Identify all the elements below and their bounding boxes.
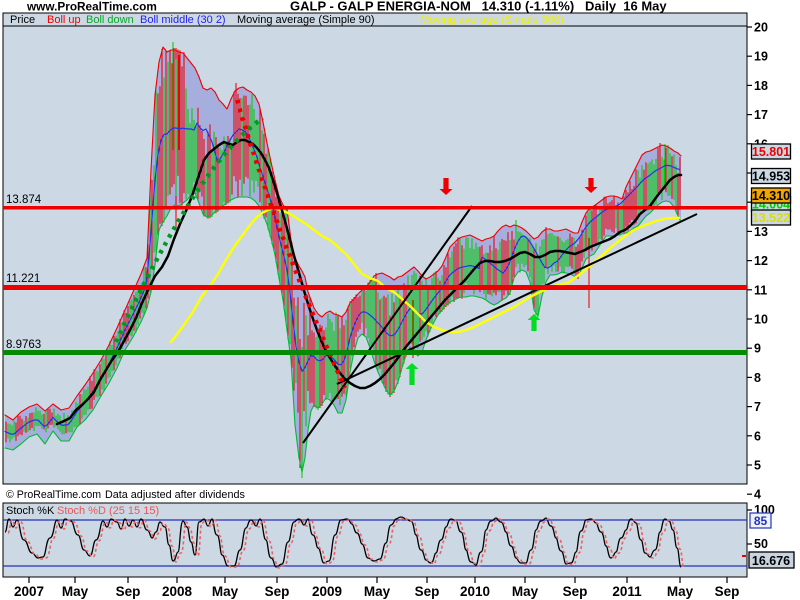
svg-text:May: May [512,584,539,599]
svg-text:Sep: Sep [715,584,740,599]
svg-text:4: 4 [754,488,761,502]
svg-text:16.676: 16.676 [752,554,790,568]
svg-text:8.9763: 8.9763 [6,339,41,351]
svg-text:18: 18 [754,79,768,93]
svg-text:May: May [212,584,239,599]
svg-text:14.953: 14.953 [752,170,790,184]
svg-text:11: 11 [754,283,767,297]
svg-text:2007: 2007 [14,584,44,599]
svg-text:2010: 2010 [460,584,490,599]
svg-text:20: 20 [754,21,768,35]
svg-text:7: 7 [754,400,761,414]
svg-text:8: 8 [754,371,761,385]
svg-text:Moving average (Simple 300): Moving average (Simple 300) [420,14,564,26]
svg-text:GALP - GALP ENERGIA-NOM 14.3: GALP - GALP ENERGIA-NOM 14.310 (-1.11%) … [290,0,667,14]
svg-text:May: May [62,584,89,599]
svg-text:13.874: 13.874 [6,194,42,206]
svg-text:2011: 2011 [612,584,642,599]
svg-text:Boll down: Boll down [86,14,134,26]
svg-text:Sep: Sep [116,584,141,599]
svg-text:9: 9 [754,342,761,356]
svg-text:13: 13 [754,225,768,239]
svg-text:Boll middle (30 2): Boll middle (30 2) [140,14,226,26]
svg-text:May: May [364,584,391,599]
svg-text:www.ProRealTime.com: www.ProRealTime.com [26,0,157,14]
svg-text:2008: 2008 [162,584,193,599]
svg-text:© ProRealTime.com: © ProRealTime.com [6,489,101,501]
svg-text:14.310: 14.310 [752,189,790,203]
svg-text:Sep: Sep [265,584,290,599]
svg-text:Moving average (Simple 90): Moving average (Simple 90) [237,14,375,26]
svg-text:Sep: Sep [415,584,440,599]
svg-text:Data adjusted after dividends: Data adjusted after dividends [105,489,245,501]
svg-text:6: 6 [754,429,761,443]
svg-text:50: 50 [754,537,768,551]
svg-text:2009: 2009 [312,584,342,599]
svg-text:Sep: Sep [563,584,588,599]
svg-text:85: 85 [754,514,768,528]
svg-text:11.221: 11.221 [6,273,40,285]
svg-text:5: 5 [754,459,761,473]
svg-text:15.801: 15.801 [752,145,790,159]
svg-text:17: 17 [754,108,768,122]
svg-text:Price: Price [10,14,35,26]
svg-text:13.522: 13.522 [752,211,790,225]
svg-text:19: 19 [754,50,768,64]
svg-text:May: May [667,584,694,599]
svg-text:Boll up: Boll up [47,14,81,26]
svg-text:12: 12 [754,254,768,268]
svg-text:Stoch %K: Stoch %K [6,505,55,517]
svg-text:10: 10 [754,313,768,327]
svg-text:Stoch %D (25 15 15): Stoch %D (25 15 15) [57,505,159,517]
